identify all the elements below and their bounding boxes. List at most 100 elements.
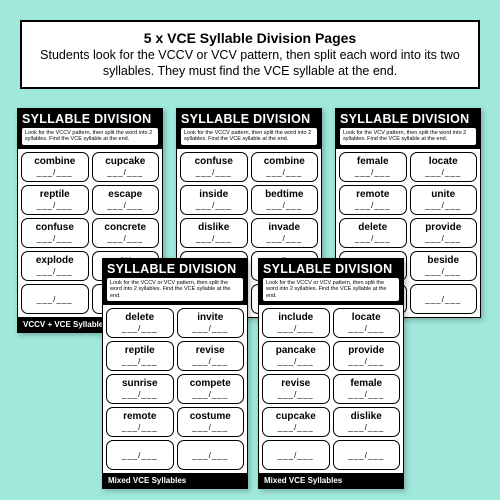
- cell-word: concrete: [104, 223, 146, 233]
- word-cell: cupcake ___/___: [92, 152, 160, 182]
- worksheet-instruction: Look for the VCCV or VCV pattern, then s…: [263, 278, 399, 301]
- word-cell: ___/___: [333, 440, 401, 470]
- word-cell: remote___/___: [106, 407, 174, 437]
- word-cell: combine___/___: [21, 152, 89, 182]
- cell-blank: ___/___: [266, 169, 302, 177]
- word-cell: costume___/___: [177, 407, 245, 437]
- word-cell: bedtime___/___: [251, 185, 319, 215]
- cell-word: reptile: [125, 346, 155, 356]
- worksheet-grid: delete___/___invite___/___reptile___/___…: [103, 305, 247, 473]
- worksheet-title: SYLLABLE DIVISION: [181, 112, 317, 126]
- cell-word: escape: [108, 190, 142, 200]
- cell-word: female: [357, 157, 389, 167]
- worksheet-title: SYLLABLE DIVISION: [107, 262, 243, 276]
- cell-blank: ___/___: [348, 358, 384, 366]
- cell-blank: ___/___: [355, 202, 391, 210]
- cell-blank: ___/___: [425, 235, 461, 243]
- worksheet-footer: Mixed VCE Syllables: [103, 473, 247, 488]
- word-cell: unite___/___: [410, 185, 478, 215]
- cell-word: beside: [427, 256, 459, 266]
- word-cell: beside ___/___: [410, 251, 478, 281]
- cell-word: compete: [190, 379, 231, 389]
- cell-blank: ___/___: [425, 296, 461, 304]
- word-cell: confuse ___/___: [180, 152, 248, 182]
- cell-blank: ___/___: [107, 169, 143, 177]
- cell-word: reptile: [40, 190, 70, 200]
- cell-word: invade: [268, 223, 300, 233]
- word-cell: escape ___/___: [92, 185, 160, 215]
- word-cell: sunrise___/___: [106, 374, 174, 404]
- cell-blank: ___/___: [355, 169, 391, 177]
- word-cell: invite___/___: [177, 308, 245, 338]
- cell-word: include: [278, 313, 313, 323]
- cell-blank: ___/___: [192, 452, 228, 460]
- cell-word: delete: [358, 223, 387, 233]
- cell-word: remote: [356, 190, 389, 200]
- word-cell: delete___/___: [339, 218, 407, 248]
- worksheet: SYLLABLE DIVISION Look for the VCCV or VC…: [102, 258, 248, 489]
- word-cell: reptile___/___: [106, 341, 174, 371]
- word-cell: ___/___: [410, 284, 478, 314]
- cell-word: confuse: [195, 157, 233, 167]
- word-cell: include ___/___: [262, 308, 330, 338]
- cell-blank: ___/___: [278, 325, 314, 333]
- word-cell: remote ___/___: [339, 185, 407, 215]
- word-cell: female ___/___: [339, 152, 407, 182]
- word-cell: explode___/___: [21, 251, 89, 281]
- cell-word: cupcake: [105, 157, 145, 167]
- worksheet-grid: include___/___locate___/___pancake___/__…: [259, 305, 403, 473]
- word-cell: combine ___/___: [251, 152, 319, 182]
- cell-word: locate: [429, 157, 458, 167]
- cell-word: bedtime: [265, 190, 303, 200]
- cell-blank: ___/___: [192, 358, 228, 366]
- word-cell: ___/___: [262, 440, 330, 470]
- cell-word: inside: [199, 190, 228, 200]
- word-cell: pancake___/___: [262, 341, 330, 371]
- cell-word: dislike: [351, 412, 382, 422]
- cell-blank: ___/___: [37, 169, 73, 177]
- cell-blank: ___/___: [425, 169, 461, 177]
- cell-blank: ___/___: [192, 391, 228, 399]
- cell-blank: ___/___: [192, 325, 228, 333]
- cell-blank: ___/___: [425, 268, 461, 276]
- worksheet-header: SYLLABLE DIVISIONLook for the VCCV patte…: [177, 109, 321, 149]
- cell-word: pancake: [276, 346, 316, 356]
- cell-blank: ___/___: [348, 424, 384, 432]
- worksheet-instruction: Look for the VCCV or VCV pattern, then s…: [107, 278, 243, 301]
- cell-word: revise: [281, 379, 310, 389]
- worksheet-header: SYLLABLE DIVISION Look for the VCCV patte…: [18, 109, 162, 149]
- worksheet-title: SYLLABLE DIVISION: [340, 112, 476, 126]
- cell-blank: ___/___: [107, 235, 143, 243]
- cell-blank: ___/___: [37, 268, 73, 276]
- cell-blank: ___/___: [196, 169, 232, 177]
- header-box: 5 x VCE Syllable Division Pages Students…: [20, 20, 480, 89]
- cell-word: locate: [352, 313, 381, 323]
- cell-word: confuse: [36, 223, 74, 233]
- cell-blank: ___/___: [348, 325, 384, 333]
- header-description: Students look for the VCCV or VCV patter…: [34, 48, 466, 79]
- cell-word: costume: [190, 412, 231, 422]
- cell-blank: ___/___: [107, 202, 143, 210]
- word-cell: confuse ___/___: [21, 218, 89, 248]
- worksheet-title: SYLLABLE DIVISION: [22, 112, 158, 126]
- word-cell: locate ___/___: [333, 308, 401, 338]
- cell-blank: ___/___: [37, 296, 73, 304]
- word-cell: concrete ___/___: [92, 218, 160, 248]
- cell-blank: ___/___: [37, 235, 73, 243]
- cell-word: cupcake: [276, 412, 316, 422]
- cell-word: dislike: [198, 223, 229, 233]
- word-cell: compete ___/___: [177, 374, 245, 404]
- cell-blank: ___/___: [348, 391, 384, 399]
- cell-blank: ___/___: [278, 424, 314, 432]
- worksheet-instruction: Look for the VCV pattern, then split the…: [340, 128, 476, 145]
- worksheet-instruction: Look for the VCCV pattern, then split th…: [22, 128, 158, 145]
- cell-word: combine: [264, 157, 305, 167]
- cell-blank: ___/___: [196, 202, 232, 210]
- word-cell: cupcake ___/___: [262, 407, 330, 437]
- cell-word: delete: [125, 313, 154, 323]
- worksheet-header: SYLLABLE DIVISION Look for the VCCV or VC…: [103, 259, 247, 305]
- word-cell: revise___/___: [177, 341, 245, 371]
- word-cell: provide___/___: [333, 341, 401, 371]
- word-cell: revise___/___: [262, 374, 330, 404]
- word-cell: ___/___: [177, 440, 245, 470]
